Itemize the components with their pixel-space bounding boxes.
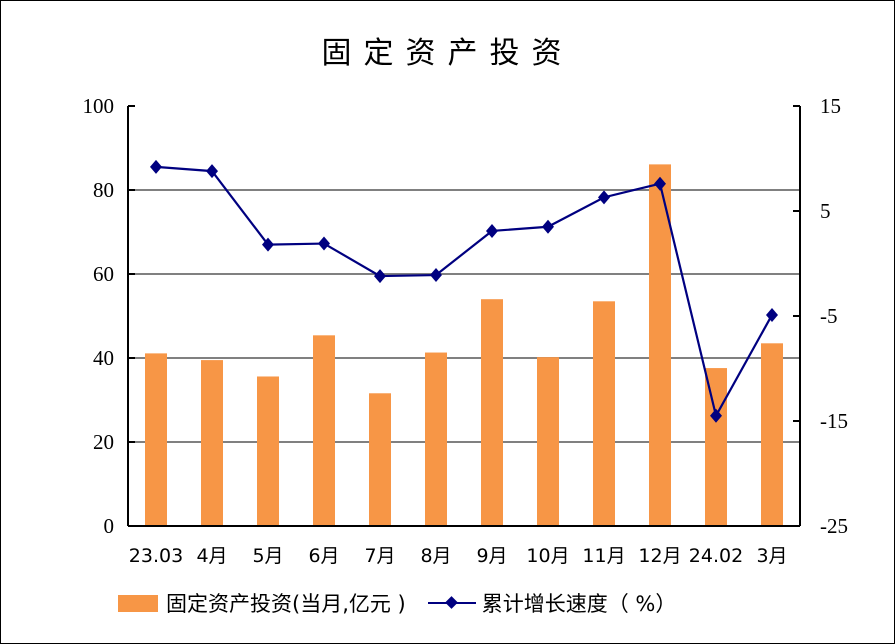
bar xyxy=(425,352,447,526)
right-tick-label: -25 xyxy=(820,514,848,538)
growth-point xyxy=(262,237,274,252)
bar xyxy=(201,360,223,526)
legend-line-label: 累计增长速度（ %） xyxy=(481,592,677,616)
growth-point xyxy=(542,219,554,234)
bar xyxy=(145,353,167,526)
bar xyxy=(313,335,335,526)
bar xyxy=(481,299,503,526)
x-tick-label: 23.03 xyxy=(129,545,183,567)
bar xyxy=(537,357,559,526)
growth-point xyxy=(374,269,386,284)
left-tick-label: 80 xyxy=(93,178,114,202)
x-tick-label: 3月 xyxy=(756,545,787,567)
x-tick-label: 6月 xyxy=(308,545,339,567)
growth-point xyxy=(486,223,498,238)
legend-bar-swatch xyxy=(118,594,158,612)
x-tick-label: 4月 xyxy=(196,545,227,567)
bar xyxy=(649,164,671,526)
bar xyxy=(369,393,391,526)
left-tick-label: 0 xyxy=(104,514,115,538)
right-tick-label: 15 xyxy=(820,94,841,118)
x-tick-label: 5月 xyxy=(252,545,283,567)
x-tick-label: 11月 xyxy=(582,545,625,567)
right-tick-label: -5 xyxy=(820,304,838,328)
x-tick-label: 7月 xyxy=(364,545,395,567)
left-tick-label: 40 xyxy=(93,346,114,370)
growth-point xyxy=(598,190,610,205)
bar xyxy=(257,376,279,526)
x-tick-label: 10月 xyxy=(526,545,569,567)
growth-point xyxy=(766,307,778,322)
left-tick-label: 20 xyxy=(93,430,114,454)
chart-title: 固定资产投资 xyxy=(321,36,574,71)
x-tick-label: 8月 xyxy=(420,545,451,567)
legend-bar-label: 固定资产投资(当月,亿元 ) xyxy=(166,592,406,616)
growth-point xyxy=(710,408,722,423)
left-tick-label: 100 xyxy=(83,94,115,118)
growth-point xyxy=(430,268,442,283)
x-tick-label: 9月 xyxy=(476,545,507,567)
growth-line xyxy=(155,165,773,419)
left-tick-label: 60 xyxy=(93,262,114,286)
legend-line-swatch xyxy=(427,593,476,613)
bar xyxy=(705,368,727,526)
legend: 固定资产投资(当月,亿元 ) 累计增长速度（ %） xyxy=(118,588,676,618)
right-tick-label: 5 xyxy=(820,199,831,223)
bar xyxy=(761,343,783,526)
x-tick-label: 12月 xyxy=(638,545,681,567)
growth-point xyxy=(318,236,330,251)
x-tick-label: 24.02 xyxy=(689,545,743,567)
growth-point xyxy=(150,159,162,174)
right-tick-label: -15 xyxy=(820,409,848,433)
growth-point xyxy=(654,176,666,191)
growth-point xyxy=(206,164,218,179)
bar xyxy=(593,301,615,526)
